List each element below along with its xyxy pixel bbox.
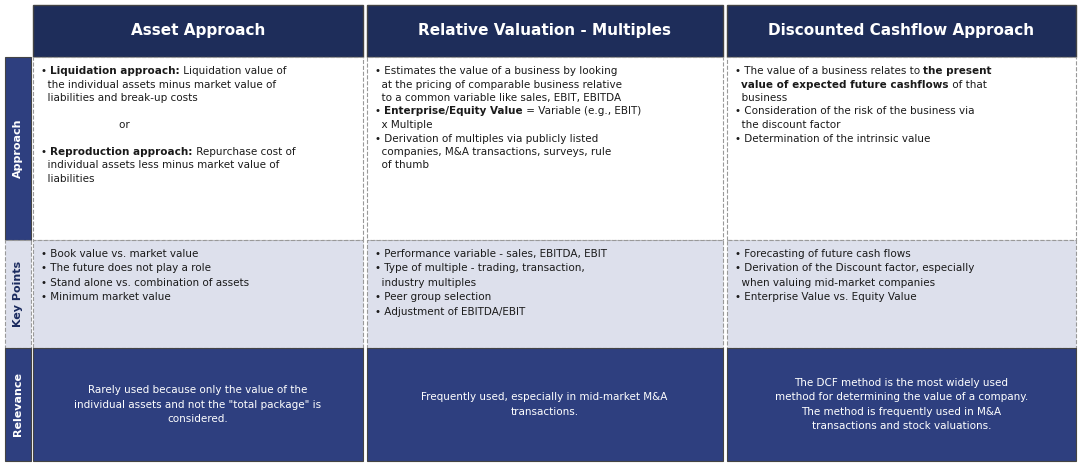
Text: of that: of that [948,80,986,89]
Text: • The value of a business relates to: • The value of a business relates to [734,66,923,76]
Bar [726,5,1076,57]
Text: the discount factor: the discount factor [734,120,840,130]
Text: • Consideration of the risk of the business via: • Consideration of the risk of the busin… [734,107,974,116]
Text: •: • [41,147,50,157]
Bar [34,240,362,348]
Text: the present: the present [923,66,991,76]
Text: Relevance: Relevance [13,372,23,437]
Text: The DCF method is the most widely used
method for determining the value of a com: The DCF method is the most widely used m… [775,378,1028,431]
Text: Rarely used because only the value of the
individual assets and not the "total p: Rarely used because only the value of th… [75,385,321,424]
Bar [726,348,1076,461]
Text: at the pricing of comparable business relative: at the pricing of comparable business re… [375,80,622,89]
Bar [34,5,362,57]
Text: x Multiple: x Multiple [375,120,432,130]
Text: Repurchase cost of: Repurchase cost of [192,147,295,157]
Text: business: business [734,93,787,103]
Text: liabilities: liabilities [41,174,94,184]
Text: Relative Valuation - Multiples: Relative Valuation - Multiples [418,23,671,39]
Text: Frequently used, especially in mid-market M&A
transactions.: Frequently used, especially in mid-marke… [422,392,668,417]
Text: Liquidation value of: Liquidation value of [179,66,286,76]
Text: Discounted Cashflow Approach: Discounted Cashflow Approach [769,23,1035,39]
Text: of thumb: of thumb [375,160,429,171]
Bar [726,240,1076,348]
Text: • Determination of the intrinsic value: • Determination of the intrinsic value [734,133,930,144]
Bar [366,5,722,57]
Text: Key Points: Key Points [13,261,23,327]
Text: Liquidation approach:: Liquidation approach: [50,66,179,76]
Text: • Forecasting of future cash flows
• Derivation of the Discount factor, especial: • Forecasting of future cash flows • Der… [734,249,974,302]
Bar [366,57,722,240]
Bar [5,240,31,348]
Bar [366,240,722,348]
Text: Reproduction approach:: Reproduction approach: [50,147,192,157]
Text: or: or [41,120,130,130]
Text: • Estimates the value of a business by looking: • Estimates the value of a business by l… [375,66,617,76]
Bar [34,348,362,461]
Text: liabilities and break-up costs: liabilities and break-up costs [41,93,198,103]
Bar [34,57,362,240]
Text: • Derivation of multiples via publicly listed: • Derivation of multiples via publicly l… [375,133,598,144]
Text: = Variable (e.g., EBIT): = Variable (e.g., EBIT) [522,107,641,116]
Bar [5,57,31,240]
Text: • Book value vs. market value
• The future does not play a role
• Stand alone vs: • Book value vs. market value • The futu… [41,249,249,302]
Text: •: • [375,107,384,116]
Text: individual assets less minus market value of: individual assets less minus market valu… [41,160,279,171]
Text: Approach: Approach [13,119,23,178]
Bar [366,348,722,461]
Text: Enterprise/Equity Value: Enterprise/Equity Value [384,107,522,116]
Bar [726,57,1076,240]
Text: Asset Approach: Asset Approach [131,23,265,39]
Text: the individual assets minus market value of: the individual assets minus market value… [41,80,276,89]
Text: •: • [41,66,50,76]
Text: • Performance variable - sales, EBITDA, EBIT
• Type of multiple - trading, trans: • Performance variable - sales, EBITDA, … [375,249,606,316]
Text: companies, M&A transactions, surveys, rule: companies, M&A transactions, surveys, ru… [375,147,611,157]
Text: value of expected future cashflows: value of expected future cashflows [740,80,948,89]
Text: to a common variable like sales, EBIT, EBITDA: to a common variable like sales, EBIT, E… [375,93,620,103]
Bar [5,348,31,461]
